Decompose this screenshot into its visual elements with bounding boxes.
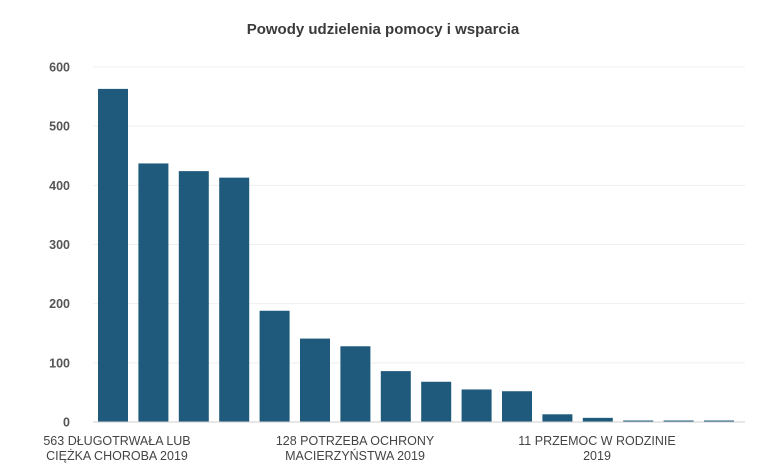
bar <box>461 389 492 422</box>
x-tick-label: 563 DŁUGOTRWAŁA LUB CIĘŻKA CHOROBA 2019 <box>43 434 190 463</box>
bar <box>421 381 452 422</box>
bar <box>219 177 250 422</box>
y-tick-label: 600 <box>49 61 70 75</box>
bar <box>340 346 371 422</box>
bar <box>502 391 532 422</box>
bar <box>380 371 411 422</box>
y-tick-label: 200 <box>49 297 70 311</box>
y-tick-label: 300 <box>49 238 70 252</box>
x-tick-label: 11 PRZEMOC W RODZINIE 2019 <box>518 434 675 463</box>
x-axis-labels: 563 DŁUGOTRWAŁA LUB CIĘŻKA CHOROBA 2019 12… <box>43 434 675 463</box>
bar <box>704 420 734 422</box>
y-tick-label: 100 <box>49 356 70 370</box>
y-tick-label: 500 <box>49 120 70 134</box>
y-tick-label: 0 <box>63 416 70 430</box>
bar <box>623 420 654 422</box>
bar <box>259 310 290 422</box>
bar <box>300 338 330 422</box>
bar <box>98 88 128 423</box>
x-tick-label: 128 POTRZEBA OCHRONY MACIERZYŃSTWA 2019 <box>276 434 435 463</box>
y-tick-label: 400 <box>49 179 70 193</box>
bar <box>663 420 694 422</box>
bars <box>98 88 734 423</box>
bar <box>178 171 209 422</box>
y-axis-ticks: 0 100 200 300 400 500 600 <box>49 61 70 430</box>
bar <box>542 414 573 422</box>
chart-title: Powody udzielenia pomocy i wsparcia <box>247 21 520 38</box>
bar <box>138 163 169 423</box>
bar <box>582 417 613 422</box>
